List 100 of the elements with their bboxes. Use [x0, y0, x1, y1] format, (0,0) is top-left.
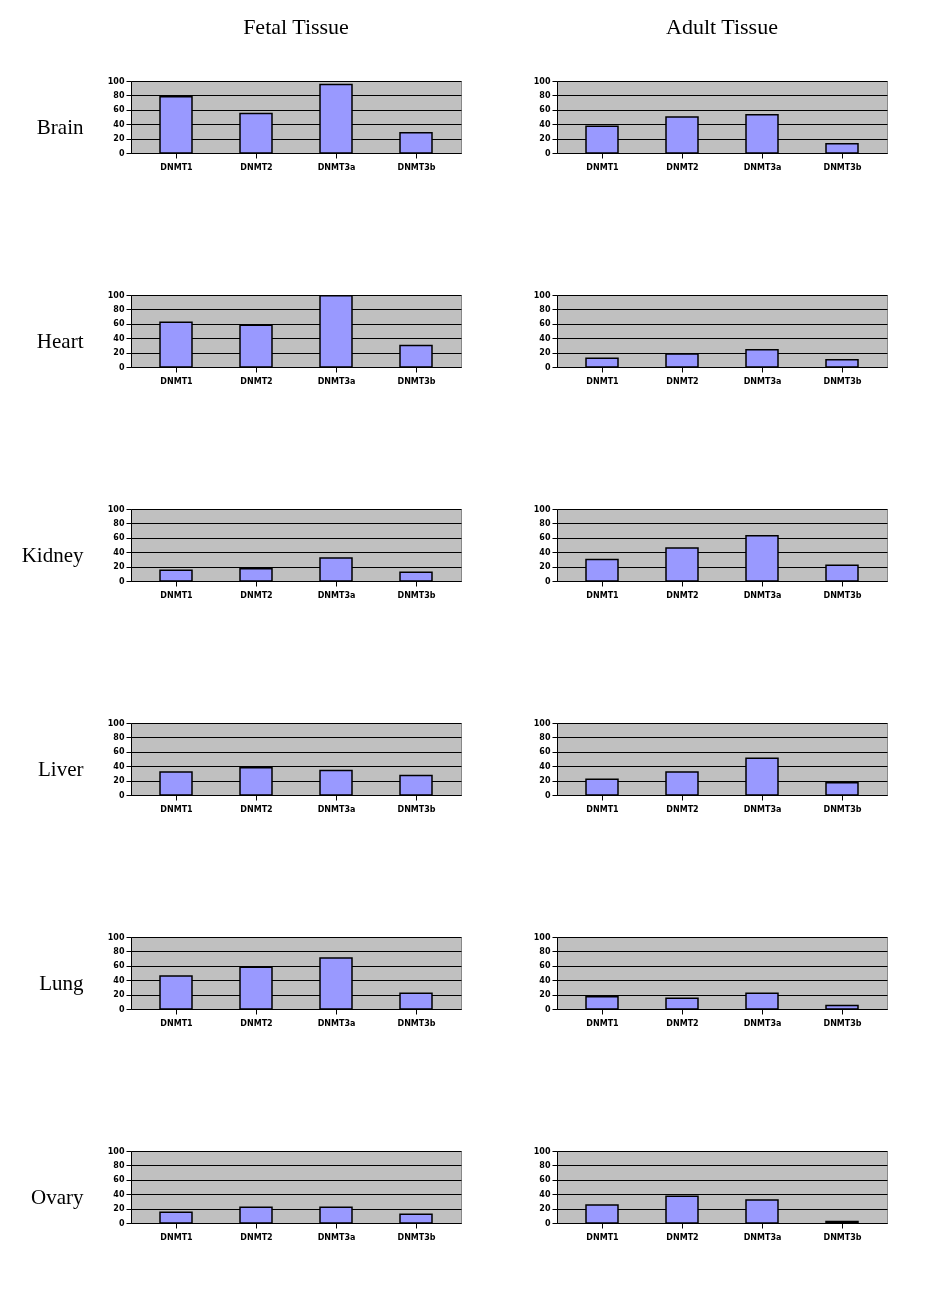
- y-axis-title: Liver: [38, 756, 84, 781]
- y-tick-label: 80: [539, 1160, 551, 1170]
- x-tick-label: DNMT2: [240, 1018, 273, 1028]
- y-tick-label: 0: [118, 790, 125, 800]
- y-tick-label: 40: [539, 1189, 551, 1199]
- x-tick-label: DNMT3b: [823, 162, 862, 172]
- y-tick-label: 20: [539, 562, 551, 572]
- x-tick-label: DNMT3a: [743, 1232, 782, 1242]
- x-tick-label: DNMT2: [666, 590, 699, 600]
- y-axis-title: Lung: [39, 970, 84, 995]
- x-tick-label: DNMT1: [160, 590, 194, 600]
- x-tick-label: DNMT1: [586, 1018, 620, 1028]
- y-tick-label: 80: [113, 1160, 125, 1170]
- y-axis-title: Ovary: [31, 1184, 84, 1209]
- y-tick-label: 60: [539, 105, 551, 115]
- y-tick-label: 60: [539, 319, 551, 329]
- y-tick-label: 80: [539, 732, 551, 742]
- x-tick-label: DNMT3b: [823, 1018, 862, 1028]
- y-tick-label: 0: [118, 1004, 125, 1014]
- y-tick-label: 100: [107, 290, 125, 300]
- y-tick-label: 20: [539, 776, 551, 786]
- x-tick-label: DNMT2: [240, 162, 273, 172]
- x-tick-label: DNMT2: [666, 804, 699, 814]
- y-tick-label: 40: [539, 119, 551, 129]
- x-tick-label: DNMT3a: [743, 376, 782, 386]
- x-tick-label: DNMT3b: [397, 376, 436, 386]
- y-tick-label: 20: [539, 990, 551, 1000]
- x-tick-label: DNMT1: [586, 376, 620, 386]
- y-tick-label: 60: [113, 961, 125, 971]
- x-tick-label: DNMT3a: [317, 804, 356, 814]
- x-tick-label: DNMT3b: [397, 1018, 436, 1028]
- x-tick-label: DNMT1: [160, 1232, 194, 1242]
- y-tick-label: 80: [113, 90, 125, 100]
- y-tick-label: 60: [113, 105, 125, 115]
- y-tick-label: 40: [113, 975, 125, 985]
- x-tick-label: DNMT3a: [317, 1018, 356, 1028]
- x-tick-label: DNMT3b: [397, 1232, 436, 1242]
- x-tick-label: DNMT2: [240, 376, 273, 386]
- x-tick-label: DNMT3b: [397, 162, 436, 172]
- x-tick-label: DNMT1: [160, 162, 194, 172]
- x-tick-label: DNMT3b: [397, 590, 436, 600]
- y-tick-label: 100: [533, 1146, 551, 1156]
- y-tick-label: 40: [113, 119, 125, 129]
- x-tick-label: DNMT3b: [397, 804, 436, 814]
- x-tick-label: DNMT3b: [823, 376, 862, 386]
- y-tick-label: 80: [113, 518, 125, 528]
- y-axis-title: Kidney: [21, 542, 84, 567]
- x-tick-label: DNMT2: [666, 162, 699, 172]
- y-tick-label: 20: [539, 1204, 551, 1214]
- y-tick-label: 0: [544, 362, 551, 372]
- y-tick-label: 0: [118, 576, 125, 586]
- y-tick-label: 0: [118, 362, 125, 372]
- y-tick-label: 100: [533, 932, 551, 942]
- y-tick-label: 60: [113, 747, 125, 757]
- x-tick-label: DNMT3a: [317, 162, 356, 172]
- y-tick-label: 20: [113, 776, 125, 786]
- y-tick-label: 0: [544, 1004, 551, 1014]
- y-tick-label: 80: [539, 518, 551, 528]
- y-tick-label: 60: [539, 1175, 551, 1185]
- y-tick-label: 0: [118, 148, 125, 158]
- x-tick-label: DNMT1: [586, 1232, 620, 1242]
- y-tick-label: 100: [107, 932, 125, 942]
- y-tick-label: 60: [113, 1175, 125, 1185]
- y-tick-label: 40: [539, 333, 551, 343]
- y-tick-label: 0: [544, 148, 551, 158]
- y-tick-label: 20: [113, 990, 125, 1000]
- x-tick-label: DNMT1: [586, 590, 620, 600]
- x-tick-label: DNMT3a: [743, 1018, 782, 1028]
- x-tick-label: DNMT1: [586, 162, 620, 172]
- x-tick-label: DNMT3b: [823, 590, 862, 600]
- y-tick-label: 100: [107, 504, 125, 514]
- y-tick-label: 100: [533, 504, 551, 514]
- x-tick-label: DNMT2: [666, 376, 699, 386]
- y-tick-label: 60: [113, 533, 125, 543]
- y-tick-label: 20: [539, 134, 551, 144]
- y-tick-label: 100: [107, 76, 125, 86]
- y-tick-label: 0: [544, 790, 551, 800]
- y-axis-title: Brain: [36, 114, 84, 139]
- y-tick-label: 40: [113, 547, 125, 557]
- y-tick-label: 20: [113, 1204, 125, 1214]
- x-tick-label: DNMT3a: [317, 590, 356, 600]
- x-tick-label: DNMT1: [160, 1018, 194, 1028]
- y-tick-label: 40: [113, 333, 125, 343]
- x-tick-label: DNMT3a: [743, 162, 782, 172]
- y-tick-label: 60: [539, 747, 551, 757]
- chart-title: Fetal Tissue: [243, 14, 349, 39]
- x-tick-label: DNMT3b: [823, 804, 862, 814]
- x-tick-label: DNMT2: [240, 1232, 273, 1242]
- y-tick-label: 40: [539, 975, 551, 985]
- x-tick-label: DNMT3a: [317, 1232, 356, 1242]
- x-tick-label: DNMT2: [240, 590, 273, 600]
- x-tick-label: DNMT1: [586, 804, 620, 814]
- x-tick-label: DNMT3a: [743, 590, 782, 600]
- y-tick-label: 20: [113, 562, 125, 572]
- y-tick-label: 40: [539, 547, 551, 557]
- y-tick-label: 20: [539, 348, 551, 358]
- y-tick-label: 80: [539, 946, 551, 956]
- y-tick-label: 100: [533, 76, 551, 86]
- y-axis-title: Heart: [36, 328, 84, 353]
- x-tick-label: DNMT3b: [823, 1232, 862, 1242]
